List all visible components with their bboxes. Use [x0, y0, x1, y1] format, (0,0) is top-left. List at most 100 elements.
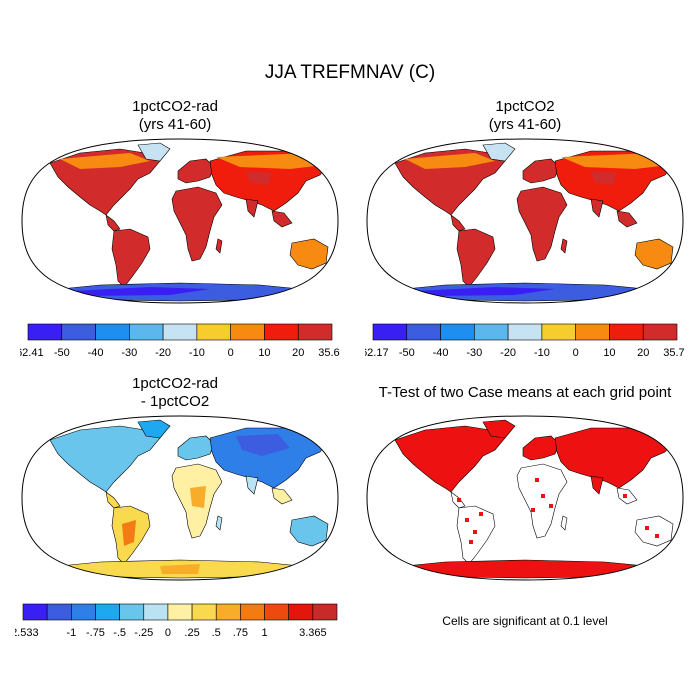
colorbar-swatch: [575, 323, 610, 341]
landmass-northAmerica: [394, 425, 506, 493]
colorbar-tick-label: -30: [121, 347, 137, 359]
significance-footnote: Cells are significant at 0.1 level: [442, 614, 608, 628]
colorbar-swatch: [95, 603, 120, 621]
colorbar-tick-label: -10: [189, 347, 205, 359]
colorbar-swatch: [642, 323, 678, 341]
colorbar-swatch: [191, 603, 217, 621]
colorbar-swatch: [61, 323, 96, 341]
colorbar-tick-label: -50: [54, 347, 70, 359]
landmass-madagascar: [215, 515, 223, 531]
panel-title-top-right: 1pctCO2 (yrs 41-60): [400, 98, 650, 134]
panel-title-line1: 1pctCO2-rad: [132, 375, 218, 392]
colorbar-tick-label: 3.365: [299, 627, 327, 639]
panel-title-bottom-right: T-Test of two Case means at each grid po…: [360, 384, 690, 402]
colorbar-tick-label: -62.17: [365, 347, 389, 359]
landmass-northAmerica: [49, 425, 161, 493]
colorbar-swatch: [143, 603, 169, 621]
panel-title-line1: 1pctCO2-rad: [132, 98, 218, 115]
colorbar-tick-label: 20: [292, 347, 304, 359]
colorbar-tick-label: 20: [637, 347, 649, 359]
colorbar-tick-label: -30: [466, 347, 482, 359]
colorbar-tick-label: 35.71: [663, 347, 685, 359]
colorbar-tick-label: -20: [155, 347, 171, 359]
panel-title-top-left: 1pctCO2-rad (yrs 41-60): [50, 98, 300, 134]
colorbar-swatch: [264, 323, 299, 341]
colorbar-swatch: [541, 323, 576, 341]
landmass-india: [590, 475, 604, 495]
colorbar-swatch: [372, 323, 408, 341]
landmass-seAsia: [271, 210, 293, 228]
landmass-greenland: [482, 142, 516, 162]
colorbar-tick-label: 35.64: [318, 347, 340, 359]
colorbar-tick-label: -40: [88, 347, 104, 359]
colorbar-swatch: [46, 603, 72, 621]
colorbar-tick-label: 10: [603, 347, 615, 359]
colorbar-tick-label: .5: [212, 627, 221, 639]
landmass-australia: [289, 238, 329, 270]
colorbar-tick-label: .75: [233, 627, 248, 639]
colorbar-tick-label: .25: [184, 627, 199, 639]
colorbar-swatch: [474, 323, 509, 341]
figure-title: JJA TREFMNAV (C): [264, 62, 436, 83]
colorbar-tick-label: -.75: [86, 627, 105, 639]
colorbar-swatch: [264, 603, 289, 621]
map-bottom-right: [366, 415, 684, 581]
colorbar-bottom-left: -2.533 -1 -.75 -.5 -.25 0 .25 .5 .75 1 3.365: [15, 603, 338, 639]
colorbar-swatch: [129, 323, 164, 341]
landmass-india: [245, 198, 259, 218]
colorbar-tick-label: 0: [573, 347, 579, 359]
colorbar-tick-label: 0: [228, 347, 234, 359]
landmass-madagascar: [560, 515, 568, 531]
landmass-greenland: [137, 142, 171, 162]
colorbar-tick-label: -50: [399, 347, 415, 359]
map-bottom-left: [21, 415, 339, 581]
colorbar-swatch: [297, 323, 333, 341]
colorbar-swatch: [22, 603, 48, 621]
colorbar-tick-label: 10: [258, 347, 270, 359]
panel-title-line2: - 1pctCO2: [140, 393, 210, 410]
colorbar-top-right: -62.17 -50 -40 -30 -20 -10 0 10 20 35.71: [365, 323, 685, 359]
colorbar-swatch: [240, 603, 265, 621]
colorbar-swatch: [440, 323, 475, 341]
colorbar-top-left: -62.41 -50 -40 -30 -20 -10 0 10 20 35.64: [20, 323, 340, 359]
landmass-seAsia: [616, 210, 638, 228]
colorbar-swatch: [27, 323, 63, 341]
colorbar-swatch: [71, 603, 96, 621]
landmass-africa: [516, 463, 568, 539]
colorbar-swatch: [215, 603, 241, 621]
colorbar-swatch: [406, 323, 441, 341]
landmass-india: [245, 475, 259, 495]
colorbar-swatch: [288, 603, 314, 621]
landmass-madagascar: [560, 238, 568, 254]
landmass-centralAm: [105, 214, 121, 232]
panel-title-line1: T-Test of two Case means at each grid po…: [378, 384, 672, 401]
landmass-australia: [634, 515, 674, 547]
colorbar-swatch: [312, 603, 338, 621]
colorbar-tick-label: -10: [534, 347, 550, 359]
colorbar-tick-label: 0: [165, 627, 171, 639]
colorbar-swatch: [196, 323, 231, 341]
panel-title-line2: (yrs 41-60): [488, 116, 562, 133]
colorbar-tick-label: -62.41: [20, 347, 44, 359]
panel-title-bottom-left: 1pctCO2-rad - 1pctCO2: [50, 375, 300, 411]
landmass-greenland: [482, 419, 516, 439]
landmass-seAsia: [271, 487, 293, 505]
colorbar-tick-label: -20: [500, 347, 516, 359]
map-top-right: [366, 138, 684, 304]
colorbar-tick-label: -40: [433, 347, 449, 359]
colorbar-tick-label: -.25: [134, 627, 153, 639]
colorbar-tick-label: -1: [66, 627, 76, 639]
landmass-europe: [177, 435, 215, 461]
panel-title-line1: 1pctCO2: [495, 98, 555, 115]
landmass-india: [590, 198, 604, 218]
colorbar-swatch: [230, 323, 265, 341]
landmass-africa: [516, 186, 568, 262]
colorbar-tick-label: -.5: [113, 627, 126, 639]
colorbar-swatch: [95, 323, 130, 341]
colorbar-swatch: [507, 323, 543, 341]
colorbar-swatch: [609, 323, 644, 341]
colorbar-tick-label: -2.533: [15, 627, 39, 639]
landmass-africa: [171, 186, 223, 262]
landmass-centralAm: [450, 214, 466, 232]
colorbar-swatch: [162, 323, 198, 341]
